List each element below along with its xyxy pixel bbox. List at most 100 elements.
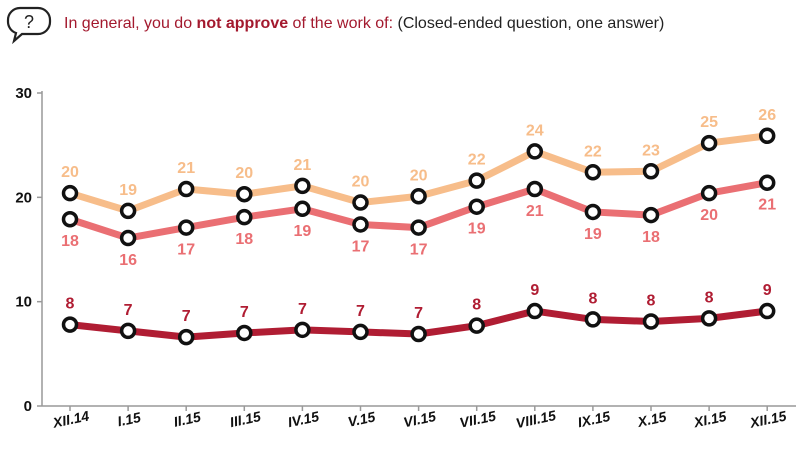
data-point [61,210,79,228]
data-point [468,172,485,189]
data-label: 20 [352,174,370,191]
x-tick-label: VIII.15 [514,407,557,431]
data-label: 19 [294,223,312,240]
svg-text:?: ? [24,12,34,32]
data-label: 8 [647,292,656,309]
data-point [236,324,253,342]
x-tick-label: XII.15 [748,407,788,431]
data-label: 26 [758,107,776,124]
data-point [642,206,660,224]
data-point [410,325,427,343]
data-label: 8 [705,289,714,306]
data-label: 9 [763,282,772,299]
x-tick-label: X.15 [635,408,668,430]
data-label: 8 [472,297,481,314]
data-point [700,310,718,327]
data-label: 19 [584,226,602,243]
data-point [584,311,602,328]
data-label: 7 [356,303,365,320]
data-label: 8 [588,290,597,307]
x-tick-label: VII.15 [458,407,497,430]
data-label: 18 [235,231,253,248]
x-tick-label: III.15 [228,408,262,430]
data-point [468,317,485,334]
data-point [410,188,427,205]
data-point [61,316,79,333]
data-label: 7 [124,302,133,319]
data-label: 21 [758,197,776,214]
data-point [294,321,311,339]
data-label: 18 [61,233,79,250]
data-label: 21 [177,160,195,177]
data-label: 19 [468,221,486,238]
data-label: 8 [66,296,75,313]
data-point [584,203,602,221]
data-point [119,229,137,247]
data-label: 7 [298,301,307,318]
x-tick-label: II.15 [172,408,202,429]
data-label: 25 [700,114,718,131]
data-label: 17 [410,242,428,259]
question-note: (Closed-ended question, one answer) [393,15,665,32]
data-label: 17 [352,238,370,255]
question-part-1: In general, you do [64,15,197,32]
data-point [700,184,718,202]
data-label: 7 [240,304,249,321]
x-tick-label: XII.14 [50,407,90,431]
data-point [294,177,311,195]
data-point [584,164,602,181]
data-point [61,184,79,202]
data-label: 20 [61,164,79,181]
x-tick-label: VI.15 [402,408,438,430]
data-point [177,219,195,236]
data-point [526,302,544,320]
data-label: 19 [119,182,137,199]
data-point [236,208,253,226]
question-part-3: of the work of: [288,15,394,32]
x-tick-label: V.15 [346,408,376,429]
data-point [526,180,544,198]
data-point [236,185,253,203]
data-label: 17 [177,242,195,259]
y-tick-label: 10 [15,294,32,311]
data-point [410,219,427,236]
y-tick-label: 0 [24,398,32,415]
data-label: 7 [414,305,423,322]
data-point [294,200,311,218]
data-point [352,194,369,211]
question-emphasis: not approve [196,15,289,32]
data-point [468,198,485,215]
data-point [352,216,369,233]
data-point [700,134,718,152]
data-point [177,180,195,198]
x-tick-label: I.15 [116,409,142,430]
data-label: 7 [182,308,191,325]
data-point [758,302,776,320]
data-label: 18 [642,229,660,246]
data-label: 9 [530,282,539,299]
data-label: 20 [700,207,718,224]
question-text: In general, you do not approve of the wo… [64,15,664,33]
data-label: 21 [294,157,312,174]
question-bubble-icon: ? [6,6,52,44]
data-point [352,323,369,341]
x-tick-label: XI.15 [691,408,727,431]
data-label: 20 [410,167,428,184]
data-label: 22 [468,152,486,169]
data-label: 21 [526,203,544,220]
data-label: 24 [526,122,544,139]
data-label: 22 [584,143,602,160]
data-point [177,328,195,346]
x-tick-label: IX.15 [576,408,612,430]
data-point [758,174,776,191]
data-point [642,313,660,330]
data-point [758,127,776,145]
data-point [119,322,137,340]
x-tick-label: IV.15 [286,408,320,430]
data-label: 20 [235,165,253,182]
y-tick-label: 20 [15,189,32,206]
data-label: 16 [119,252,137,269]
y-tick-label: 30 [15,85,32,102]
data-point [642,163,660,180]
data-label: 23 [642,142,660,159]
